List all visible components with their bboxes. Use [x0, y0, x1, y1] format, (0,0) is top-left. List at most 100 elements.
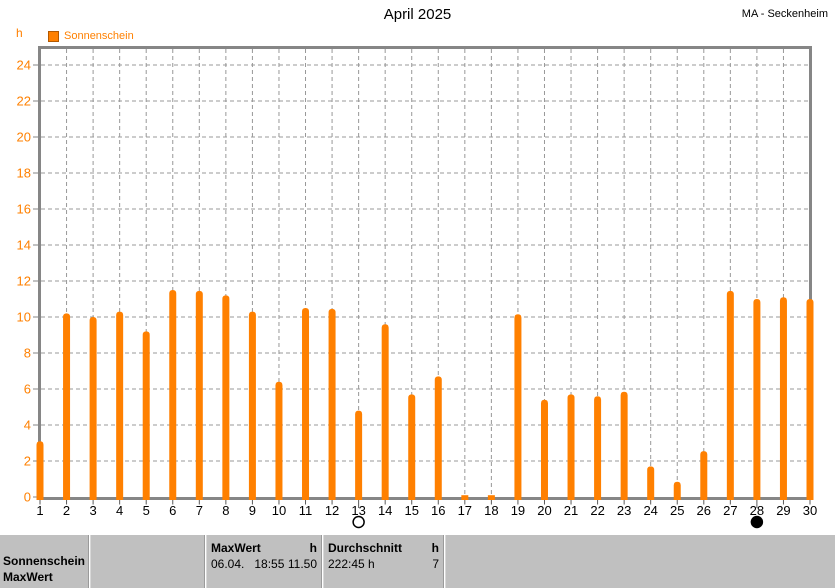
- plot-frame: [38, 46, 812, 500]
- y-axis-label: 2: [24, 454, 31, 469]
- x-axis-label: 15: [404, 503, 418, 518]
- y-axis-label: 16: [17, 202, 31, 217]
- panel-divider: [88, 535, 91, 588]
- legend-label: Sonnenschein: [64, 30, 134, 42]
- x-axis-label: 27: [723, 503, 737, 518]
- x-axis-label: 10: [272, 503, 286, 518]
- y-axis-label: 6: [24, 382, 31, 397]
- full-moon-circle: [352, 515, 365, 529]
- new-moon-circle: [750, 515, 764, 529]
- y-axis-label: 24: [17, 58, 31, 73]
- bar-day-9: [248, 311, 256, 500]
- bar-day-8: [222, 295, 230, 500]
- x-axis-label: 21: [564, 503, 578, 518]
- bar-day-4: [116, 311, 124, 500]
- y-axis-unit-label: h: [16, 26, 23, 40]
- summary-row-label: Sonnenschein MaxWert: [0, 535, 88, 588]
- x-axis-label: 5: [143, 503, 150, 518]
- bar-day-17: [461, 495, 469, 500]
- y-axis-label: 18: [17, 166, 31, 181]
- durchschnitt-header: Durchschnitt: [328, 541, 403, 555]
- y-axis-label: 14: [17, 238, 31, 253]
- x-axis-label: 6: [169, 503, 176, 518]
- bar-day-29: [779, 297, 787, 500]
- durchschnitt-sum: 222:45 h: [328, 557, 375, 571]
- maxwert-cell: MaxWert h 06.04. 18:55 11.50: [207, 535, 321, 588]
- y-axis-label: 22: [17, 94, 31, 109]
- x-axis-label: 14: [378, 503, 392, 518]
- maxwert-header: MaxWert: [211, 541, 261, 555]
- bar-day-10: [275, 381, 283, 500]
- bar-day-2: [63, 313, 71, 500]
- x-axis-label: 17: [458, 503, 472, 518]
- bar-day-18: [487, 495, 495, 500]
- x-axis-label: 4: [116, 503, 123, 518]
- x-axis-label: 12: [325, 503, 339, 518]
- x-axis-label: 19: [511, 503, 525, 518]
- bar-day-12: [328, 308, 336, 500]
- durchschnitt-cell: Durchschnitt h 222:45 h 7: [324, 535, 443, 588]
- x-axis-label: 2: [63, 503, 70, 518]
- summary-empty-cell: [446, 535, 835, 588]
- x-axis-label: 16: [431, 503, 445, 518]
- panel-divider: [204, 535, 207, 588]
- y-axis-label: 0: [24, 490, 31, 505]
- maxwert-value: 11.50: [287, 557, 317, 571]
- x-axis-label: 11: [299, 503, 313, 518]
- bar-day-21: [567, 394, 575, 500]
- bar-day-13: [355, 410, 363, 500]
- x-axis-label: 8: [222, 503, 229, 518]
- chart-title: April 2025: [383, 6, 452, 23]
- bar-day-28: [753, 299, 761, 500]
- bar-day-30: [806, 299, 814, 500]
- bar-day-6: [169, 290, 177, 500]
- x-axis-label: 25: [670, 503, 684, 518]
- bar-day-22: [594, 396, 602, 500]
- bar-day-1: [36, 441, 44, 500]
- bar-day-16: [434, 376, 442, 500]
- x-axis-label: 28: [750, 503, 764, 518]
- y-axis-label: 8: [24, 346, 31, 361]
- x-axis-label: 26: [697, 503, 711, 518]
- x-axis-label: 23: [617, 503, 631, 518]
- y-axis-label: 4: [24, 418, 31, 433]
- summary-row-label-metric: MaxWert: [3, 570, 53, 584]
- bar-day-14: [381, 324, 389, 500]
- x-axis-label: 13: [351, 503, 365, 518]
- x-axis-label: 29: [776, 503, 790, 518]
- bar-day-3: [89, 317, 97, 500]
- bar-day-23: [620, 391, 628, 500]
- legend: Sonnenschein: [48, 30, 134, 42]
- bar-day-26: [700, 451, 708, 500]
- durchschnitt-value: 7: [432, 557, 439, 571]
- bar-day-24: [647, 466, 655, 500]
- maxwert-date: 06.04.: [211, 557, 245, 571]
- legend-swatch-icon: [48, 30, 59, 42]
- maxwert-time: 18:55: [254, 557, 285, 571]
- bar-day-7: [195, 290, 203, 500]
- y-axis-label: 12: [17, 274, 31, 289]
- panel-divider: [443, 535, 446, 588]
- x-axis-label: 18: [484, 503, 498, 518]
- x-axis-label: 9: [249, 503, 256, 518]
- y-axis-label: 20: [17, 130, 31, 145]
- x-axis-label: 7: [196, 503, 203, 518]
- x-axis-label: 22: [590, 503, 604, 518]
- summary-row-label-series: Sonnenschein: [3, 554, 86, 568]
- x-axis-label: 3: [89, 503, 96, 518]
- panel-divider: [321, 535, 324, 588]
- bar-day-25: [673, 481, 681, 500]
- station-name: MA - Seckenheim: [741, 8, 828, 20]
- bar-day-15: [408, 394, 416, 500]
- maxwert-unit: h: [309, 541, 317, 555]
- durchschnitt-unit: h: [431, 541, 439, 555]
- x-axis-label: 30: [803, 503, 817, 518]
- bar-day-11: [302, 308, 310, 500]
- x-axis-label: 24: [643, 503, 657, 518]
- summary-panel: Sonnenschein MaxWert MaxWert h 06.04. 18…: [0, 533, 835, 588]
- summary-empty-cell: [91, 535, 204, 588]
- bar-day-27: [726, 290, 734, 500]
- bar-day-19: [514, 314, 522, 500]
- y-axis-label: 10: [17, 310, 31, 325]
- bar-day-20: [540, 399, 548, 500]
